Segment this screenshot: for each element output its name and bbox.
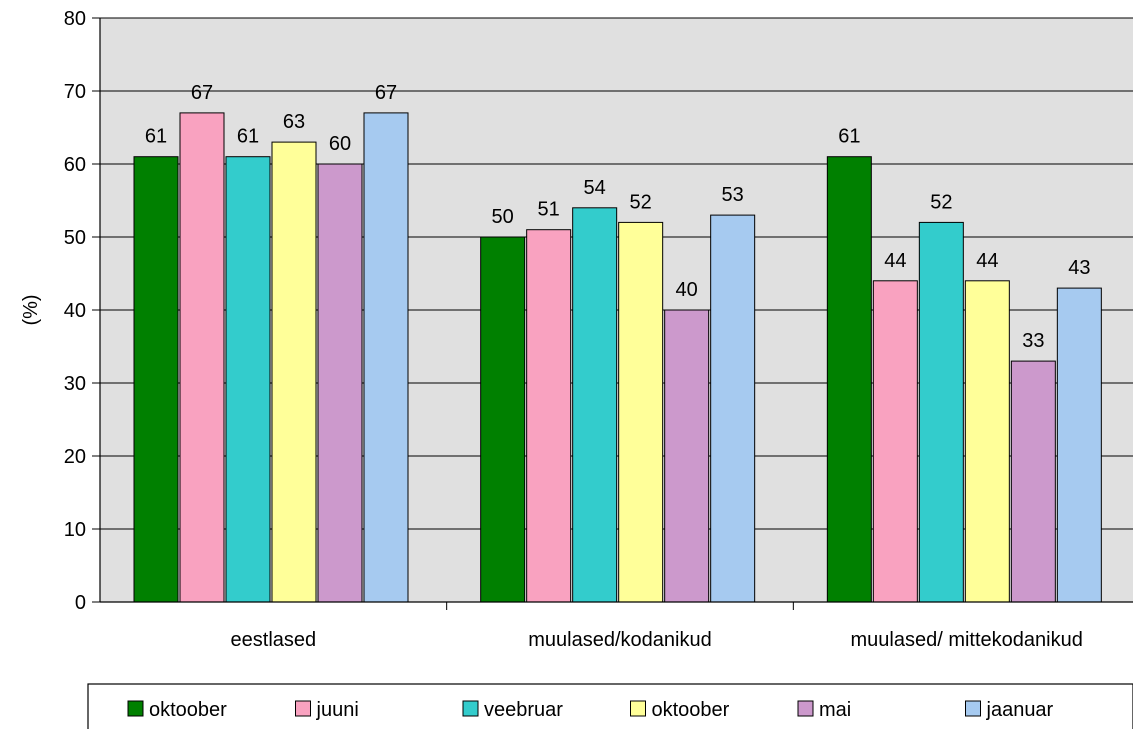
axes: 0 10 20 30 40 50 60 70 80 eestlased muulased/kodan… [64, 8, 1133, 651]
y-axis-label: (%) [20, 294, 42, 325]
data-label: 44 [976, 250, 998, 272]
data-label: 51 [538, 199, 560, 221]
data-label: 50 [492, 206, 514, 228]
bar [872, 280, 918, 603]
data-label: 63 [283, 111, 305, 133]
legend-swatch [127, 700, 144, 717]
x-category-label: muulased/ mittekodanikud [850, 629, 1082, 651]
data-label: 44 [884, 250, 906, 272]
data-label: 53 [722, 184, 744, 206]
y-tick-label: 40 [64, 300, 86, 322]
bar [363, 112, 409, 603]
bar [1056, 287, 1102, 603]
data-label: 61 [145, 126, 167, 148]
bar [225, 156, 271, 603]
bar [710, 214, 756, 603]
legend-label: oktoober [149, 699, 227, 721]
legend-swatch [797, 700, 814, 717]
data-label: 67 [191, 82, 213, 104]
bar [918, 221, 964, 603]
legend-label: juuni [316, 699, 359, 721]
bar [480, 236, 526, 603]
data-label: 43 [1068, 257, 1090, 279]
data-label: 52 [630, 191, 652, 213]
y-tick-label: 0 [75, 592, 86, 614]
data-label: 67 [375, 82, 397, 104]
bar [526, 229, 572, 603]
bar [964, 280, 1010, 603]
data-label: 33 [1022, 330, 1044, 352]
bar [826, 156, 872, 603]
data-label: 60 [329, 133, 351, 155]
legend-box [87, 683, 1133, 729]
legend-swatch [965, 700, 981, 717]
data-label: 54 [584, 177, 606, 199]
legend-label: veebruar [484, 699, 563, 721]
y-tick-label: 80 [64, 8, 86, 30]
bar [1010, 360, 1056, 603]
bar [618, 221, 664, 603]
legend-label: mai [819, 699, 851, 721]
x-category-label: muulased/kodanikud [528, 629, 711, 651]
bar [317, 163, 363, 603]
y-tick-label: 10 [64, 519, 86, 541]
bar [133, 156, 179, 603]
data-label: 52 [930, 191, 952, 213]
y-tick-label: 50 [64, 227, 86, 249]
bar [572, 207, 618, 603]
data-labels: 61 67 61 63 60 67 50 51 54 52 40 53 61 44 52 44 33 43 [145, 82, 1091, 352]
bar [179, 112, 225, 603]
bar [664, 309, 710, 603]
y-tick-label: 30 [64, 373, 86, 395]
legend: oktoober juuni veebruar oktoober mai jaanuar [87, 683, 1133, 729]
bars [133, 112, 1102, 603]
y-tick-label: 60 [64, 154, 86, 176]
data-label: 61 [237, 126, 259, 148]
legend-swatch [630, 700, 646, 717]
legend-swatch [462, 700, 479, 717]
y-tick-label: 20 [64, 446, 86, 468]
legend-label: jaanuar [986, 699, 1054, 721]
legend-label: oktoober [652, 699, 730, 721]
y-tick-label: 70 [64, 81, 86, 103]
x-category-label: eestlased [231, 629, 317, 651]
data-label: 40 [676, 279, 698, 301]
bar [271, 141, 317, 603]
data-label: 61 [838, 126, 860, 148]
legend-swatch [295, 700, 311, 717]
